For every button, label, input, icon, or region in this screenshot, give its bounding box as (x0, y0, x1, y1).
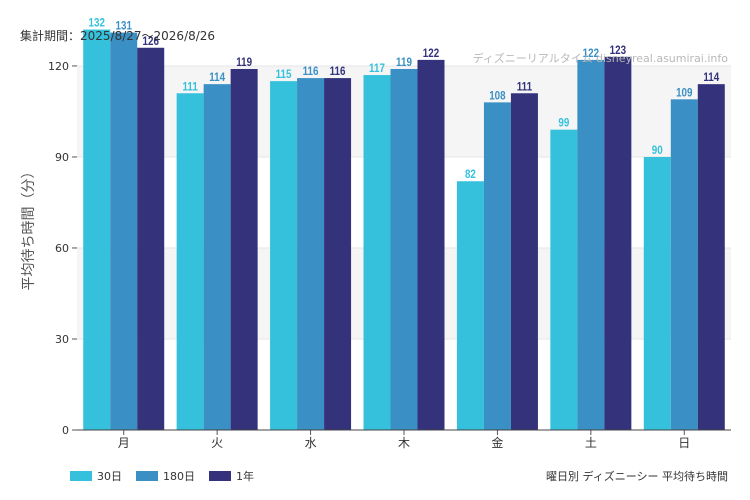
bar (230, 68, 258, 430)
watermark-text: ディズニーリアルタイム disneyreal.asumirai.info (472, 52, 728, 65)
legend-swatch-180d (136, 471, 158, 481)
bar (670, 99, 698, 431)
bar (604, 56, 632, 430)
bar-value-label: 122 (423, 47, 439, 60)
bar (697, 84, 725, 431)
bar (577, 59, 605, 431)
bar (363, 75, 391, 430)
bar (83, 29, 111, 430)
legend-swatch-30d (70, 471, 92, 481)
y-tick-label: 90 (55, 151, 69, 164)
bar-value-label: 90 (652, 144, 663, 157)
legend-item-30d[interactable]: 30日 (70, 468, 122, 484)
legend-item-180d[interactable]: 180日 (136, 468, 195, 484)
bar-value-label: 108 (489, 90, 505, 103)
bar-value-label: 131 (116, 20, 132, 33)
legend-label-30d: 30日 (97, 470, 122, 483)
bar (297, 78, 325, 430)
y-tick-label: 60 (55, 242, 69, 255)
bar-value-label: 116 (303, 65, 319, 78)
y-tick-label: 0 (62, 424, 69, 437)
bar-value-label: 82 (465, 168, 476, 181)
legend-label-1y: 1年 (236, 470, 254, 483)
bar-value-label: 119 (396, 56, 412, 69)
legend: 30日 180日 1年 (70, 468, 254, 484)
legend-label-180d: 180日 (163, 470, 195, 483)
x-tick-label: 月 (118, 436, 130, 450)
bar-value-label: 122 (583, 47, 599, 60)
legend-item-1y[interactable]: 1年 (209, 468, 254, 484)
bar-value-label: 132 (89, 17, 105, 30)
bar (110, 32, 138, 431)
bar-value-label: 109 (676, 86, 692, 99)
bar (270, 81, 298, 430)
bar-value-label: 114 (703, 71, 720, 84)
bar (550, 129, 578, 431)
bar-value-label: 117 (369, 62, 385, 75)
bar (456, 181, 484, 430)
period-label: 集計期間：2025/8/27～2026/8/26 (20, 29, 216, 43)
bar-value-label: 115 (276, 68, 292, 81)
x-tick-label: 土 (585, 436, 597, 450)
bar-value-label: 111 (182, 80, 197, 93)
bar-value-label: 119 (236, 56, 252, 69)
bar (417, 59, 445, 431)
bar-value-label: 111 (517, 80, 532, 93)
bar-value-label: 126 (143, 35, 159, 48)
bar (137, 47, 165, 430)
x-tick-label: 水 (305, 436, 317, 450)
bar-value-label: 116 (330, 65, 346, 78)
x-tick-label: 火 (211, 436, 223, 450)
bar (643, 156, 671, 430)
x-tick-label: 金 (491, 435, 503, 450)
bar (176, 93, 204, 431)
y-tick-label: 30 (55, 333, 69, 346)
y-tick-label: 120 (48, 60, 69, 73)
bar (510, 93, 538, 431)
chart-caption: 曜日別 ディズニーシー 平均待ち時間 (545, 470, 728, 483)
bar-value-label: 114 (209, 71, 226, 84)
bar (483, 102, 511, 430)
bar (390, 68, 418, 430)
y-axis-title: 平均待ち時間（分） (21, 165, 37, 291)
x-tick-label: 木 (398, 436, 410, 450)
x-tick-label: 日 (678, 436, 690, 450)
bar (203, 84, 231, 431)
bar (324, 78, 352, 430)
bar-value-label: 99 (558, 117, 569, 130)
legend-swatch-1y (209, 471, 231, 481)
bar-value-label: 123 (610, 44, 626, 57)
